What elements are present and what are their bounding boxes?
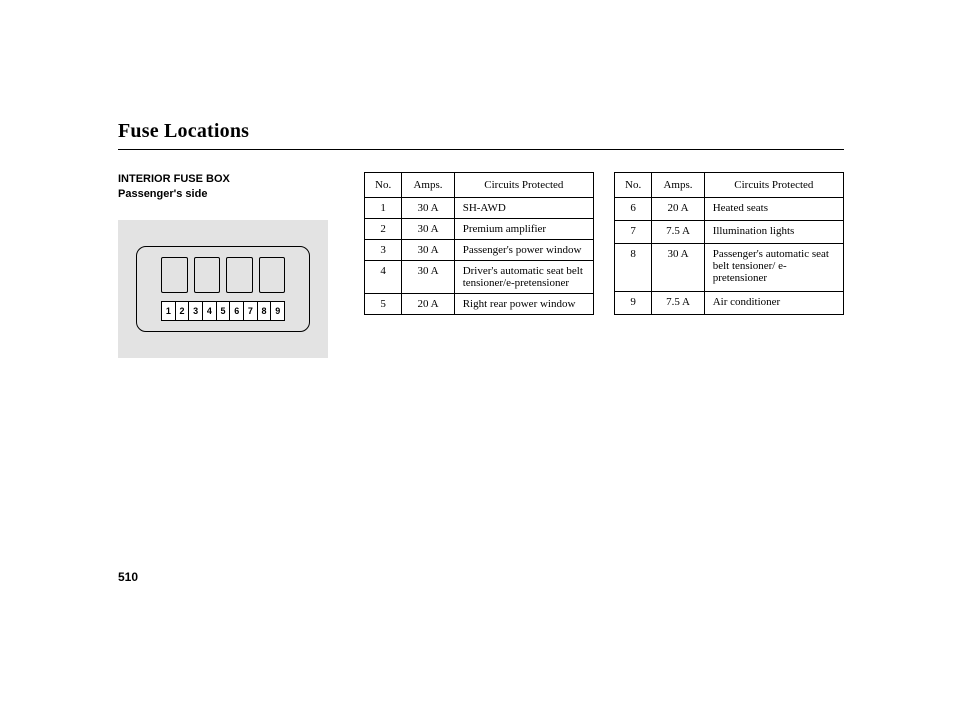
cell-amps: 7.5 A: [652, 292, 704, 315]
cell-circuits: Illumination lights: [704, 220, 843, 243]
cell-circuits: Heated seats: [704, 198, 843, 221]
cell-amps: 20 A: [402, 294, 454, 315]
cell-no: 4: [365, 261, 402, 294]
cell-no: 7: [615, 220, 652, 243]
small-fuse-label: 2: [176, 302, 190, 320]
large-fuse-row: [161, 257, 285, 293]
col-no: No.: [365, 173, 402, 198]
cell-no: 8: [615, 243, 652, 292]
cell-no: 1: [365, 198, 402, 219]
large-fuse-slot: [161, 257, 188, 293]
small-fuse-label: 1: [162, 302, 176, 320]
cell-amps: 30 A: [402, 198, 454, 219]
cell-circuits: Passenger's power window: [454, 240, 593, 261]
table-row: 430 ADriver's automatic seat belt tensio…: [365, 261, 594, 294]
fuse-table-1: No. Amps. Circuits Protected 130 ASH-AWD…: [364, 172, 594, 315]
large-fuse-slot: [226, 257, 253, 293]
cell-amps: 30 A: [402, 240, 454, 261]
table-row: 620 AHeated seats: [615, 198, 844, 221]
subheading: INTERIOR FUSE BOX Passenger's side: [118, 172, 348, 202]
table-row: 330 APassenger's power window: [365, 240, 594, 261]
table-row: 97.5 AAir conditioner: [615, 292, 844, 315]
table-row: 77.5 AIllumination lights: [615, 220, 844, 243]
cell-circuits: SH-AWD: [454, 198, 593, 219]
manual-page: Fuse Locations INTERIOR FUSE BOX Passeng…: [0, 0, 954, 710]
small-fuse-label: 7: [244, 302, 258, 320]
subheading-line2: Passenger's side: [118, 188, 207, 200]
large-fuse-slot: [259, 257, 286, 293]
fusebox-diagram: 123456789: [118, 220, 328, 358]
small-fuse-row: 123456789: [161, 301, 285, 321]
cell-no: 3: [365, 240, 402, 261]
page-number: 510: [118, 570, 138, 584]
subheading-line1: INTERIOR FUSE BOX: [118, 173, 230, 185]
content-row: INTERIOR FUSE BOX Passenger's side 12345…: [118, 172, 844, 358]
cell-amps: 20 A: [652, 198, 704, 221]
cell-amps: 30 A: [402, 219, 454, 240]
table-header-row: No. Amps. Circuits Protected: [365, 173, 594, 198]
small-fuse-label: 5: [217, 302, 231, 320]
fusebox-outline: 123456789: [136, 246, 310, 332]
col-amps: Amps.: [652, 173, 704, 198]
cell-circuits: Right rear power window: [454, 294, 593, 315]
cell-no: 9: [615, 292, 652, 315]
title-rule: [118, 149, 844, 150]
cell-amps: 30 A: [402, 261, 454, 294]
col-amps: Amps.: [402, 173, 454, 198]
col-no: No.: [615, 173, 652, 198]
cell-circuits: Driver's automatic seat belt tensioner/e…: [454, 261, 593, 294]
table-row: 230 APremium amplifier: [365, 219, 594, 240]
cell-circuits: Premium amplifier: [454, 219, 593, 240]
large-fuse-slot: [194, 257, 221, 293]
cell-no: 2: [365, 219, 402, 240]
left-column: INTERIOR FUSE BOX Passenger's side 12345…: [118, 172, 348, 358]
table-row: 520 ARight rear power window: [365, 294, 594, 315]
small-fuse-label: 9: [271, 302, 284, 320]
col-circ: Circuits Protected: [704, 173, 843, 198]
small-fuse-label: 3: [189, 302, 203, 320]
table-header-row: No. Amps. Circuits Protected: [615, 173, 844, 198]
page-title: Fuse Locations: [118, 120, 844, 143]
table-row: 830 APassenger's automatic seat belt ten…: [615, 243, 844, 292]
cell-amps: 7.5 A: [652, 220, 704, 243]
small-fuse-label: 8: [258, 302, 272, 320]
cell-amps: 30 A: [652, 243, 704, 292]
tables-container: No. Amps. Circuits Protected 130 ASH-AWD…: [364, 172, 844, 315]
cell-circuits: Air conditioner: [704, 292, 843, 315]
cell-circuits: Passenger's automatic seat belt tensione…: [704, 243, 843, 292]
col-circ: Circuits Protected: [454, 173, 593, 198]
small-fuse-label: 4: [203, 302, 217, 320]
table-row: 130 ASH-AWD: [365, 198, 594, 219]
small-fuse-label: 6: [230, 302, 244, 320]
cell-no: 5: [365, 294, 402, 315]
fuse-table-2: No. Amps. Circuits Protected 620 AHeated…: [614, 172, 844, 315]
cell-no: 6: [615, 198, 652, 221]
